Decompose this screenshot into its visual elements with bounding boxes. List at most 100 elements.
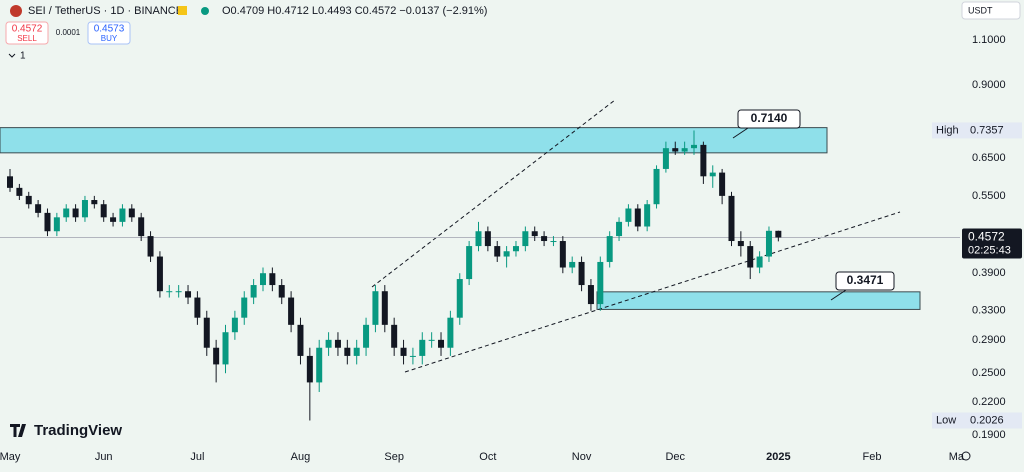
y-tick-label: 0.2900 bbox=[972, 334, 1006, 346]
x-tick-label: Dec bbox=[665, 451, 685, 463]
settings-icon[interactable] bbox=[961, 451, 971, 461]
logo-icon bbox=[10, 424, 26, 437]
spread: 0.0001 bbox=[56, 28, 81, 37]
candle-body bbox=[747, 246, 754, 268]
candle-body bbox=[138, 217, 145, 237]
candle-body bbox=[775, 230, 782, 238]
countdown: 02:25:43 bbox=[968, 244, 1011, 256]
candle-body bbox=[391, 324, 398, 348]
candle-body bbox=[81, 200, 88, 218]
candle-body bbox=[494, 246, 501, 257]
candle-body bbox=[400, 347, 407, 356]
price-tag-bg bbox=[932, 122, 1022, 139]
candle-body bbox=[213, 347, 220, 365]
candle-body bbox=[194, 297, 201, 318]
candle-body bbox=[522, 231, 529, 247]
sell-button[interactable] bbox=[5, 21, 49, 45]
candle-body bbox=[100, 204, 107, 218]
callout-pointer bbox=[732, 127, 749, 139]
candle-body bbox=[353, 347, 360, 356]
candle-body bbox=[559, 241, 566, 268]
candle-body bbox=[700, 144, 707, 177]
y-tick-label: 0.5500 bbox=[972, 190, 1006, 202]
candle-body bbox=[606, 236, 613, 262]
candle-body bbox=[381, 291, 388, 325]
candle-body bbox=[419, 339, 426, 356]
x-tick-label: Feb bbox=[863, 451, 882, 463]
candle-body bbox=[222, 332, 229, 365]
x-tick-label: May bbox=[0, 451, 21, 463]
candle-body bbox=[259, 273, 266, 286]
callout-box bbox=[737, 109, 801, 129]
status-dot bbox=[201, 7, 209, 15]
candle-body bbox=[578, 261, 585, 286]
trendline bbox=[404, 211, 901, 373]
candle-body bbox=[681, 148, 688, 152]
candle-body bbox=[541, 236, 548, 242]
x-tick-label: 2025 bbox=[766, 451, 790, 463]
x-tick-label: Sep bbox=[384, 451, 404, 463]
symbol-icon bbox=[10, 5, 22, 17]
price-tag-label: High bbox=[936, 124, 959, 136]
candle-body bbox=[503, 251, 510, 257]
x-tick-label: Aug bbox=[291, 451, 311, 463]
candle-body bbox=[512, 246, 519, 252]
collapse-icon[interactable] bbox=[8, 53, 16, 58]
candle-body bbox=[278, 285, 285, 298]
candle-body bbox=[363, 324, 370, 348]
candle-body bbox=[269, 273, 276, 286]
candle-body bbox=[250, 285, 257, 298]
candle-body bbox=[756, 256, 763, 268]
buy-button[interactable] bbox=[87, 21, 131, 45]
candle-body bbox=[35, 204, 42, 213]
candle-body bbox=[316, 347, 323, 383]
x-tick-label: Jul bbox=[190, 451, 204, 463]
candle-body bbox=[72, 208, 79, 218]
candle-body bbox=[484, 231, 491, 247]
candle-body bbox=[728, 195, 735, 242]
candle-body bbox=[653, 168, 660, 205]
candle-body bbox=[185, 291, 192, 298]
ohlc-legend: O0.4709 H0.4712 L0.4493 C0.4572 −0.0137 … bbox=[222, 5, 487, 17]
candle-body bbox=[288, 297, 295, 325]
candle-body bbox=[372, 291, 379, 325]
candle-body bbox=[616, 221, 623, 237]
zone bbox=[596, 291, 921, 310]
buy-price: 0.4573 bbox=[94, 24, 125, 35]
indicator-count: 1 bbox=[20, 51, 26, 62]
sell-price: 0.4572 bbox=[12, 24, 43, 35]
candle-body bbox=[737, 241, 744, 247]
y-tick-label: 1.1000 bbox=[972, 34, 1006, 46]
y-tick-label: 0.6500 bbox=[972, 152, 1006, 164]
price-tag-value: 0.2026 bbox=[970, 414, 1004, 426]
candle-body bbox=[691, 144, 698, 149]
candle-body bbox=[44, 212, 51, 232]
flag-icon[interactable] bbox=[178, 6, 187, 15]
candle-body bbox=[7, 176, 13, 188]
candle-body bbox=[110, 217, 117, 222]
price-tag-bg bbox=[932, 412, 1022, 429]
y-tick-label: 0.1900 bbox=[972, 429, 1006, 441]
candle-body bbox=[91, 200, 98, 205]
price-tag-label: Low bbox=[936, 414, 956, 426]
y-tick-label: 0.2200 bbox=[972, 396, 1006, 408]
y-tick-label: 0.9000 bbox=[972, 79, 1006, 91]
candle-body bbox=[625, 208, 632, 222]
candle-body bbox=[306, 355, 313, 383]
zone bbox=[0, 127, 828, 154]
callout-text: 0.3471 bbox=[847, 273, 884, 287]
candle-body bbox=[644, 204, 651, 227]
candle-body bbox=[344, 347, 351, 356]
candle-body bbox=[334, 339, 341, 348]
y-tick-label: 0.3300 bbox=[972, 305, 1006, 317]
x-tick-label: Jun bbox=[95, 451, 113, 463]
candle-body bbox=[447, 317, 454, 348]
currency-button[interactable] bbox=[961, 1, 1021, 20]
candle-body bbox=[25, 195, 32, 205]
candle-body bbox=[719, 172, 726, 196]
candle-body bbox=[709, 172, 716, 177]
candle-body bbox=[550, 241, 557, 243]
candle-body bbox=[53, 217, 60, 232]
